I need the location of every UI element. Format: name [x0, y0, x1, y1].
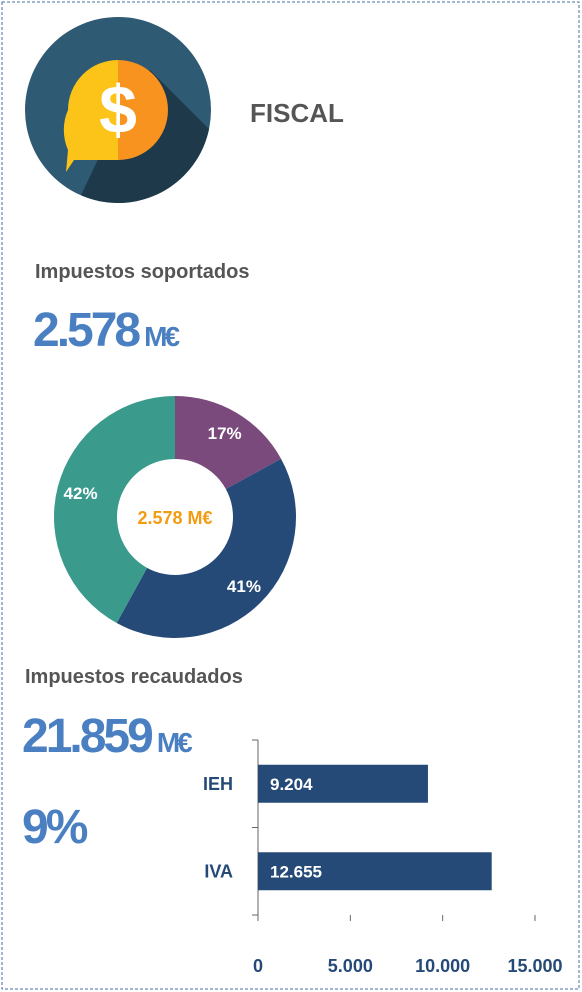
donut-segment [175, 396, 282, 490]
amount-value: 21.859 [22, 710, 152, 763]
data-label: 41% [227, 577, 261, 596]
amount-unit: M€ [157, 727, 193, 758]
section-title: Impuestos recaudados [25, 666, 243, 688]
title: FISCAL [250, 98, 344, 128]
amount-unit: M€ [144, 321, 180, 352]
y-tick-label: IEH [203, 774, 233, 794]
amount: 21.859 M€ [22, 710, 193, 763]
center-label: 2.578 M€ [137, 508, 212, 528]
section-title: Impuestos soportados [35, 261, 249, 283]
icon: $ [25, 17, 211, 203]
data-label: 9.204 [270, 775, 313, 794]
y-tick-label: IVA [204, 861, 233, 881]
data-label: 42% [64, 484, 98, 503]
bar [258, 764, 428, 803]
amount: 2.578 M€ [33, 304, 180, 357]
x-tick-label: 0 [253, 956, 263, 976]
donut-segment [54, 396, 175, 624]
x-tick-label: 10.000 [415, 956, 470, 976]
bar [258, 852, 492, 891]
donut-segment [116, 458, 296, 638]
amount-value: 2.578 [33, 304, 140, 357]
data-label: 17% [208, 424, 242, 443]
share: 9% [22, 801, 88, 854]
x-tick-label: 5.000 [328, 956, 373, 976]
data-label: 12.655 [270, 862, 322, 881]
svg-text:$: $ [99, 72, 137, 148]
x-tick-label: 15.000 [507, 956, 562, 976]
